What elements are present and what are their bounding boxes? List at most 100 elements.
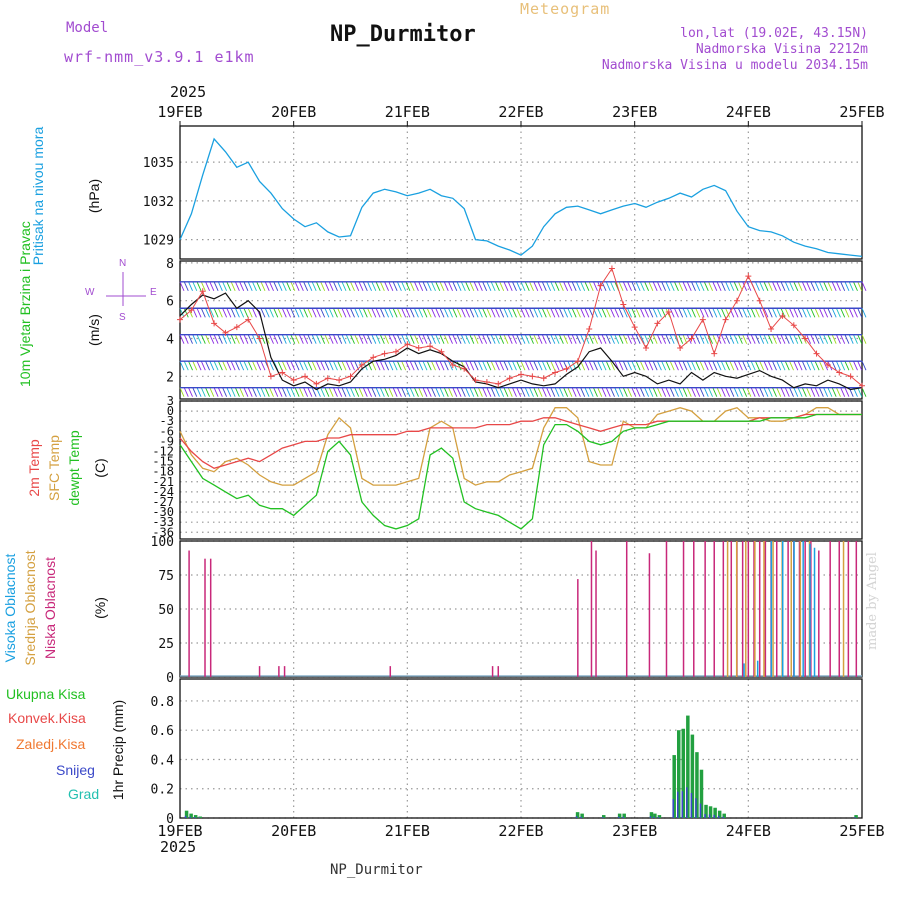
wind-gust-point (461, 365, 468, 372)
wind-barb (243, 308, 249, 318)
wind-barb (716, 361, 722, 371)
wind-barb (328, 334, 334, 344)
wind-gust-point (370, 354, 377, 361)
wind-barb (720, 334, 726, 344)
wind-barb (827, 281, 833, 291)
pressure-frame (179, 125, 863, 260)
wind-barb (529, 281, 534, 291)
wind-barb (533, 361, 539, 371)
wind-barb (256, 361, 262, 371)
wind-barb (529, 334, 534, 344)
wind-barb (716, 308, 722, 318)
wind-barb (499, 281, 505, 291)
wind-barb (350, 361, 355, 371)
wind-gust-point (404, 341, 411, 348)
wind-barb (482, 387, 488, 397)
wind-barb (294, 281, 300, 291)
wind-barb (482, 334, 488, 344)
wind-barb (230, 281, 236, 291)
wind-barb (431, 387, 436, 397)
wind-barb (674, 361, 679, 371)
wind-barb (576, 334, 581, 344)
wind-barb (384, 334, 390, 344)
wind-barb (584, 334, 590, 344)
wind-barb (622, 281, 628, 291)
wind-barb (439, 387, 445, 397)
wind-barb (618, 361, 624, 371)
snow-bar (622, 816, 624, 818)
wind-barb (396, 361, 402, 371)
wind-barb (742, 281, 748, 291)
wind-barb (793, 281, 799, 291)
wind-barb (563, 334, 569, 344)
wind-barb (639, 361, 645, 371)
wind-barb (226, 334, 232, 344)
wind-barb (622, 361, 628, 371)
wind-barb (840, 308, 846, 318)
wind-barb (486, 361, 492, 371)
wind-barb (827, 334, 833, 344)
wind-gust-point (381, 350, 388, 357)
wind-barb (712, 334, 718, 344)
wind-barb (550, 334, 556, 344)
precip-bar (686, 715, 690, 818)
wind-barb (431, 281, 436, 291)
wind-barb (456, 281, 462, 291)
wind-barb (196, 308, 202, 318)
wind-gust-point (552, 369, 559, 376)
wind-barb (818, 281, 824, 291)
precip-bar (699, 769, 704, 818)
wind-barb (784, 387, 790, 397)
wind-barb (605, 334, 611, 344)
wind-barb (477, 387, 483, 397)
wind-barb (269, 361, 274, 371)
wind-barb (281, 387, 287, 397)
wind-barb (797, 281, 803, 291)
wind-barb (379, 387, 385, 397)
snow-bar (695, 798, 697, 818)
wind-barb (716, 281, 722, 291)
wind-barb (699, 308, 705, 318)
wind-barb (507, 308, 513, 318)
wind-barb (350, 281, 355, 291)
wind-barb (375, 361, 381, 371)
wind-barb (269, 387, 274, 397)
wind-barb (345, 281, 351, 291)
wind-gust-point (438, 348, 445, 355)
wind-barb (392, 387, 398, 397)
wind-barb (354, 308, 360, 318)
wind-barb (793, 334, 799, 344)
temp-tick: -9 (160, 434, 174, 448)
wind-barb (669, 281, 675, 291)
wind-barb (712, 387, 718, 397)
wind-barb (315, 361, 321, 371)
wind-barb (703, 308, 709, 318)
snow-bar (676, 791, 679, 818)
wind-barb (857, 387, 863, 397)
wind-gust-point (313, 380, 320, 387)
wind-barb (324, 308, 330, 318)
wind-barb (367, 308, 372, 318)
wind-tick: 4 (166, 333, 174, 348)
wind-barb (460, 308, 466, 318)
wind-barb (239, 334, 245, 344)
wind-barb (371, 387, 377, 397)
wind-barb (341, 387, 347, 397)
wind-barb (362, 308, 368, 318)
wind-barb (328, 361, 334, 371)
wind-gust-point (188, 307, 195, 314)
cloud-tick: 50 (158, 603, 174, 618)
wind-barb (401, 308, 407, 318)
wind-barb (354, 387, 360, 397)
wind-barb (298, 361, 304, 371)
wind-barb (379, 281, 385, 291)
wind-barb (857, 308, 863, 318)
wind-barb (290, 387, 296, 397)
wind-barb (443, 387, 449, 397)
wind-barb (426, 387, 432, 397)
wind-barb (567, 334, 573, 344)
wind-barb (558, 361, 564, 371)
wind-barb (213, 334, 219, 344)
wind-barb (333, 334, 338, 344)
